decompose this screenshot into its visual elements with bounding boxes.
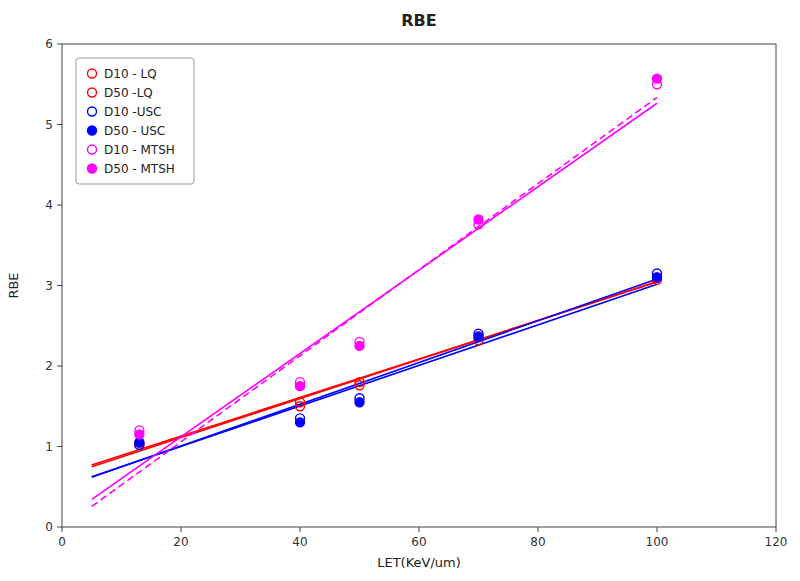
point bbox=[653, 74, 662, 83]
legend-marker bbox=[88, 164, 97, 173]
x-tick bbox=[62, 527, 63, 532]
legend-marker bbox=[88, 126, 97, 135]
x-tick-label: 120 bbox=[765, 535, 788, 549]
legend-label: D10 -USC bbox=[104, 105, 161, 119]
point bbox=[355, 341, 364, 350]
legend-label: D50 -LQ bbox=[104, 86, 153, 100]
x-tick bbox=[538, 527, 539, 532]
x-tick-label: 0 bbox=[58, 535, 66, 549]
legend-marker bbox=[88, 145, 97, 154]
y-tick bbox=[57, 366, 62, 367]
x-tick-label: 40 bbox=[292, 535, 307, 549]
legend-box bbox=[76, 58, 194, 184]
y-tick-label: 5 bbox=[45, 118, 53, 132]
y-tick-label: 6 bbox=[45, 37, 53, 51]
x-axis-label: LET(KeV/um) bbox=[377, 555, 461, 570]
x-tick-label: 80 bbox=[530, 535, 545, 549]
point bbox=[296, 402, 305, 411]
point bbox=[355, 398, 364, 407]
y-tick bbox=[57, 124, 62, 125]
point bbox=[474, 215, 483, 224]
x-tick-label: 20 bbox=[173, 535, 188, 549]
legend-label: D10 - LQ bbox=[104, 67, 157, 81]
point bbox=[653, 273, 662, 282]
x-tick bbox=[657, 527, 658, 532]
y-tick-label: 4 bbox=[45, 198, 53, 212]
y-axis-label: RBE bbox=[6, 272, 21, 298]
point bbox=[296, 418, 305, 427]
x-tick-label: 100 bbox=[646, 535, 669, 549]
legend-label: D50 - MTSH bbox=[104, 162, 175, 176]
x-tick bbox=[419, 527, 420, 532]
fit-line bbox=[92, 284, 657, 476]
y-tick bbox=[57, 527, 62, 528]
point bbox=[135, 430, 144, 439]
point bbox=[355, 378, 364, 387]
point bbox=[653, 273, 662, 282]
y-tick bbox=[57, 285, 62, 286]
point bbox=[474, 333, 483, 342]
y-tick-label: 1 bbox=[45, 440, 53, 454]
x-tick bbox=[181, 527, 182, 532]
y-tick-label: 2 bbox=[45, 359, 53, 373]
fit-line bbox=[92, 279, 657, 477]
legend: D10 - LQ D50 -LQ D10 -USC D50 - USC D10 - MT… bbox=[76, 58, 194, 184]
legend-marker bbox=[88, 88, 97, 97]
x-tick bbox=[300, 527, 301, 532]
title: RBE bbox=[401, 11, 436, 30]
legend-marker bbox=[88, 69, 97, 78]
point bbox=[474, 332, 483, 341]
y-tick bbox=[57, 44, 62, 45]
legend-label: D50 - USC bbox=[104, 124, 165, 138]
y-tick-label: 3 bbox=[45, 279, 53, 293]
y-tick bbox=[57, 446, 62, 447]
plot-frame bbox=[62, 44, 776, 527]
y-tick bbox=[57, 205, 62, 206]
x-tick bbox=[776, 527, 777, 532]
point bbox=[296, 382, 305, 391]
chart: 0 20 40 60 80 100 120 0 1 2 3 4 5 6 RBE LET(KeV/um) RBE D… bbox=[0, 0, 800, 581]
x-tick-label: 60 bbox=[411, 535, 426, 549]
legend-marker bbox=[88, 107, 97, 116]
legend-label: D10 - MTSH bbox=[104, 143, 175, 157]
y-tick-label: 0 bbox=[45, 520, 53, 534]
points bbox=[135, 74, 662, 449]
